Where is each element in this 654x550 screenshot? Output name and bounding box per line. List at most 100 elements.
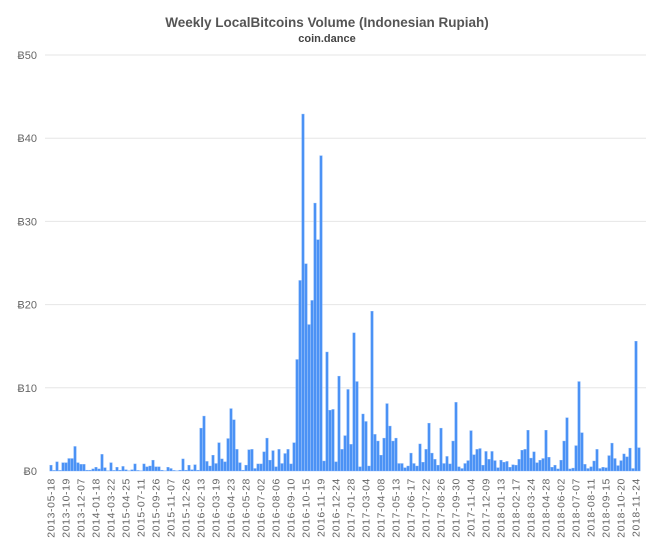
bar bbox=[112, 470, 116, 472]
bar bbox=[346, 389, 350, 472]
bar bbox=[481, 464, 485, 472]
bar bbox=[436, 464, 440, 472]
bar bbox=[196, 469, 200, 472]
bar bbox=[340, 449, 344, 472]
bar bbox=[220, 458, 224, 472]
bar bbox=[607, 455, 611, 472]
bar bbox=[223, 461, 227, 472]
bar bbox=[595, 449, 599, 472]
bar bbox=[55, 461, 59, 472]
x-tick-label: 2013-10-19 bbox=[61, 478, 73, 538]
bar bbox=[613, 458, 617, 472]
bar bbox=[319, 155, 323, 472]
chart-subtitle: coin.dance bbox=[298, 33, 355, 45]
bar bbox=[205, 461, 209, 472]
bar bbox=[370, 311, 374, 472]
bar bbox=[310, 300, 314, 472]
bar bbox=[355, 381, 359, 472]
x-tick-label: 2015-09-26 bbox=[151, 478, 163, 538]
bar bbox=[412, 463, 416, 472]
bar bbox=[328, 410, 332, 472]
x-tick-label: 2017-11-04 bbox=[466, 478, 478, 537]
bar bbox=[586, 468, 590, 472]
bar bbox=[295, 359, 299, 472]
bar bbox=[433, 459, 437, 472]
bar bbox=[253, 468, 257, 472]
bar bbox=[622, 453, 626, 472]
bar bbox=[235, 449, 239, 472]
bar bbox=[574, 445, 578, 472]
x-tick-label: 2016-04-23 bbox=[226, 478, 238, 538]
bar bbox=[385, 403, 389, 472]
x-tick-label: 2016-12-24 bbox=[331, 478, 343, 538]
bar bbox=[571, 467, 575, 472]
bar bbox=[454, 402, 458, 472]
x-tick-label: 2017-05-13 bbox=[391, 478, 403, 538]
bar bbox=[151, 459, 155, 472]
bar bbox=[388, 425, 392, 472]
bar bbox=[562, 440, 566, 472]
x-tick-label: 2016-05-28 bbox=[241, 478, 253, 538]
bar bbox=[619, 460, 623, 472]
bar bbox=[475, 449, 479, 472]
bar bbox=[271, 450, 275, 472]
bar bbox=[334, 461, 338, 472]
x-tick-label: 2017-12-09 bbox=[481, 478, 493, 538]
bar bbox=[535, 462, 539, 472]
x-tick-label: 2014-01-18 bbox=[91, 478, 103, 538]
bar bbox=[553, 464, 557, 472]
bar bbox=[478, 448, 482, 472]
bar bbox=[514, 464, 518, 472]
bar bbox=[427, 422, 431, 472]
bar bbox=[496, 467, 500, 472]
chart-title: Weekly LocalBitcoins Volume (Indonesian … bbox=[165, 15, 489, 30]
bar bbox=[214, 463, 218, 472]
bar bbox=[67, 458, 71, 472]
x-tick-label: 2015-12-26 bbox=[181, 478, 193, 538]
x-tick-label: 2018-03-24 bbox=[526, 478, 538, 538]
bar bbox=[133, 463, 137, 472]
x-tick-label: 2016-10-15 bbox=[301, 478, 313, 538]
bar bbox=[391, 440, 395, 472]
bar bbox=[82, 464, 86, 472]
bar bbox=[202, 415, 206, 472]
bar bbox=[157, 466, 161, 472]
bar bbox=[451, 440, 455, 472]
bar bbox=[217, 442, 221, 472]
bar bbox=[232, 419, 236, 472]
bar bbox=[193, 464, 197, 472]
bar bbox=[124, 469, 128, 472]
bar bbox=[307, 324, 311, 472]
bar bbox=[61, 462, 65, 472]
bar bbox=[598, 468, 602, 472]
bar bbox=[406, 465, 410, 472]
bar bbox=[397, 463, 401, 472]
bar bbox=[241, 469, 245, 472]
bar bbox=[367, 465, 371, 472]
bar bbox=[409, 452, 413, 472]
bar bbox=[313, 202, 317, 472]
bar bbox=[424, 449, 428, 472]
bar bbox=[568, 468, 572, 472]
bar bbox=[73, 446, 77, 472]
bar bbox=[403, 467, 407, 472]
bars bbox=[49, 113, 641, 472]
bar bbox=[64, 462, 68, 472]
bar bbox=[487, 459, 491, 472]
x-tick-label: 2016-02-13 bbox=[196, 478, 208, 538]
bar bbox=[181, 458, 185, 472]
bar bbox=[529, 457, 533, 472]
x-tick-label: 2015-11-07 bbox=[166, 478, 178, 537]
bar bbox=[580, 432, 584, 472]
bar bbox=[583, 464, 587, 472]
x-tick-label: 2017-04-08 bbox=[376, 478, 388, 538]
bar bbox=[457, 466, 461, 472]
bar bbox=[634, 341, 638, 472]
bar bbox=[289, 463, 293, 472]
y-axis: Ƀ0 Ƀ10 Ƀ20 Ƀ30 Ƀ40 Ƀ50 bbox=[17, 50, 37, 478]
bar bbox=[616, 465, 620, 472]
bar bbox=[274, 466, 278, 472]
bar bbox=[91, 468, 95, 472]
bar bbox=[85, 469, 89, 472]
bar bbox=[109, 462, 113, 472]
